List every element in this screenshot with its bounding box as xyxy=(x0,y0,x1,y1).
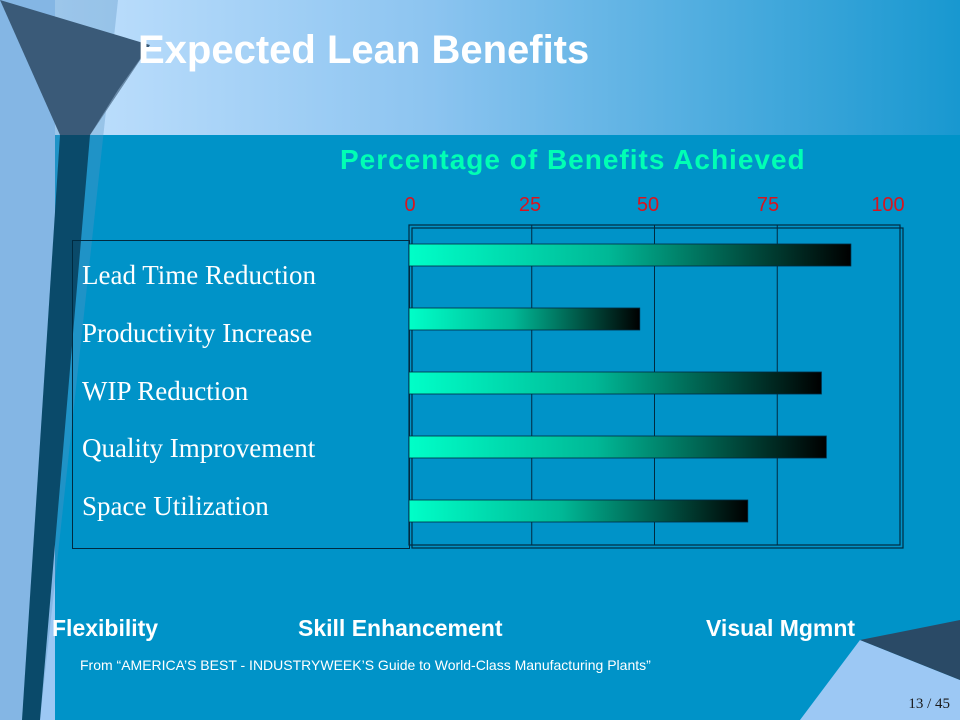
x-tick-label-0: 0 xyxy=(404,194,416,216)
category-label-space: Space Utilization xyxy=(82,491,269,521)
x-tick-label-75: 75 xyxy=(756,194,780,216)
bar-wip-reduction xyxy=(408,371,822,395)
x-tick-label-50: 50 xyxy=(636,194,660,216)
bar-lead-time-reduction xyxy=(408,243,852,267)
chart-title: Percentage of Benefits Achieved xyxy=(340,144,806,175)
slide-title: Expected Lean Benefits xyxy=(138,28,590,72)
x-tick-label-25: 25 xyxy=(518,194,542,216)
benefit-skill-enhancement: Skill Enhancement xyxy=(298,615,503,641)
category-label-productivity: Productivity Increase xyxy=(82,318,313,348)
bar-productivity-increase xyxy=(408,307,641,331)
bar-quality-improvement xyxy=(408,435,827,459)
benefit-flexibility: Flexibility xyxy=(52,615,159,641)
category-label-wip: WIP Reduction xyxy=(82,376,249,406)
bar-chart-plot xyxy=(408,224,904,549)
category-label-lead-time: Lead Time Reduction xyxy=(82,260,316,290)
benefit-visual-mgmnt: Visual Mgmnt xyxy=(706,615,856,641)
source-citation: From “AMERICA’S BEST - INDUSTRYWEEK’S Gu… xyxy=(80,657,651,673)
category-label-quality: Quality Improvement xyxy=(82,433,316,463)
bar-space-utilization xyxy=(408,499,749,523)
page-number: 13 / 45 xyxy=(908,696,950,712)
x-tick-label-100: 100 xyxy=(871,194,905,216)
